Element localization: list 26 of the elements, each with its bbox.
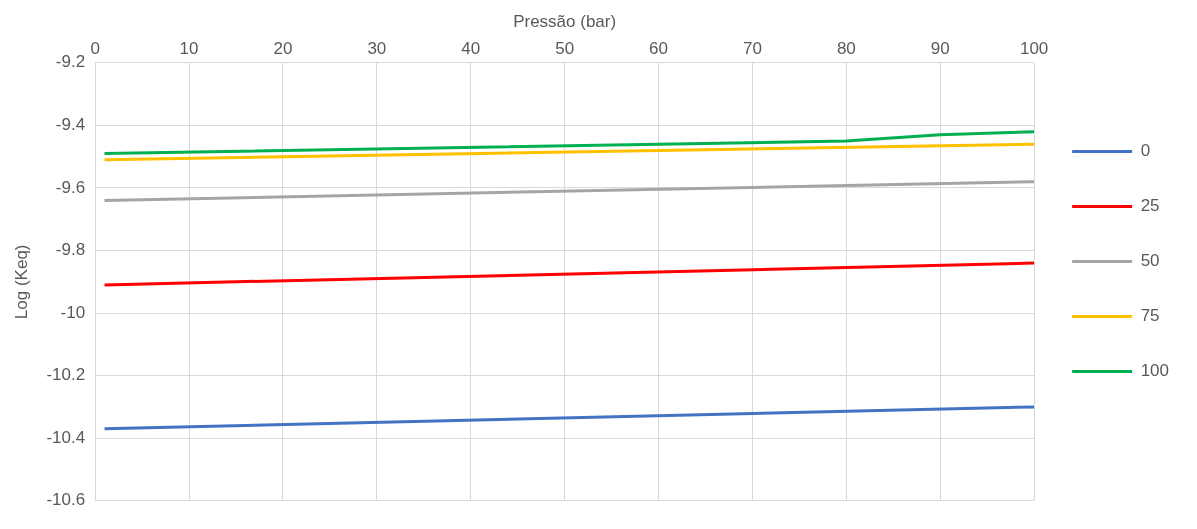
x-axis-title: Pressão (bar) — [513, 11, 617, 31]
x-tick-label: 100 — [1019, 39, 1049, 59]
x-tick-label: 60 — [649, 39, 668, 59]
y-axis-title: Log (Keq) — [11, 244, 31, 320]
x-tick-label: 30 — [367, 39, 387, 59]
x-tick-label: 70 — [742, 39, 762, 59]
legend-label: 25 — [1140, 196, 1160, 216]
x-tick-label: 0 — [90, 39, 100, 59]
y-tick-label: -9.2 — [55, 52, 86, 72]
x-tick-label: 80 — [836, 39, 856, 59]
x-tick-label: 20 — [273, 39, 293, 59]
legend-label: 75 — [1140, 306, 1160, 326]
y-tick-label: -9.4 — [55, 115, 86, 135]
y-tick-label: -10 — [60, 302, 86, 322]
legend-label: 0 — [1140, 141, 1151, 161]
x-tick-label: 50 — [555, 39, 575, 59]
y-tick-label: -10.2 — [46, 365, 86, 385]
y-tick-label: -9.6 — [55, 177, 86, 197]
x-tick-label: 10 — [179, 39, 199, 59]
y-tick-label: -9.8 — [55, 240, 86, 260]
y-tick-label: -10.4 — [46, 427, 86, 447]
legend-label: 100 — [1140, 361, 1170, 381]
legend-label: 50 — [1140, 251, 1160, 271]
y-tick-label: -10.6 — [46, 490, 86, 510]
x-tick-label: 90 — [930, 39, 950, 59]
x-tick-label: 40 — [461, 39, 481, 59]
